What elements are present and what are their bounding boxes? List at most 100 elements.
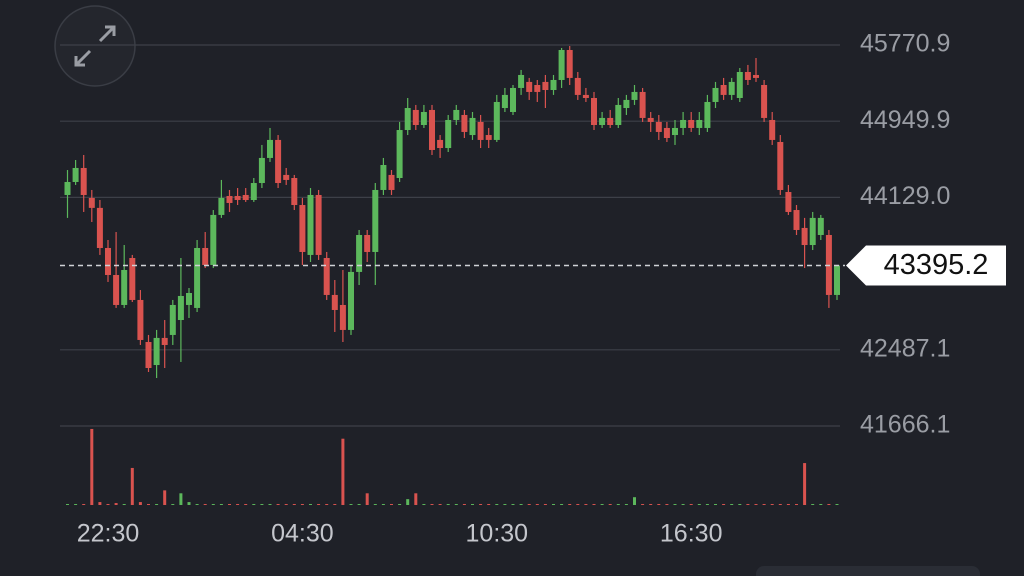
candle-body [493,101,500,140]
candle-body [558,50,565,80]
candle-body [817,217,824,235]
volume-bar [390,504,393,505]
candle-body [307,194,314,255]
y-tick-label: 42487.1 [860,334,950,362]
candle-body [348,271,354,330]
volume-bar [762,504,766,505]
candle-body [250,183,257,200]
volume-bar [106,504,110,505]
candle-body [663,127,670,138]
candle-body [323,258,330,295]
candle-body [599,117,606,125]
candle-body [429,109,435,150]
candle-body [688,119,695,128]
volume-bar [211,504,215,505]
volume-bar [560,504,564,505]
candle-body [542,81,549,91]
candle-body [420,112,427,125]
volume-bar [268,504,272,505]
volume-bar [422,504,426,505]
volume-bar [430,504,434,505]
candle-body [96,207,103,248]
volume-bar [163,490,167,505]
candle-body [461,114,468,132]
volume-bar [479,504,483,505]
candle-body [809,217,816,246]
volume-bar [130,467,134,505]
volume-bar [795,504,798,505]
volume-bar [203,504,207,505]
expand-button[interactable] [54,5,136,87]
volume-bar [681,504,685,505]
candle-body [728,81,735,95]
candle-body [526,81,533,92]
x-tick-label: 16:30 [660,520,723,548]
candle-body [291,177,298,206]
volume-bar [754,504,758,505]
volume-bar [511,504,515,505]
volume-bar [260,504,264,505]
candle-body [485,135,492,140]
candle-body [680,119,687,128]
candle-body [793,210,800,230]
candle-body [744,72,751,80]
volume-bar [714,504,717,505]
expand-icon[interactable] [74,25,116,67]
y-tick-label: 41666.1 [860,411,950,439]
candle-body [647,117,654,122]
volume-bar [600,504,604,505]
expand-button-circle[interactable] [54,5,136,87]
volume-bar [138,502,142,505]
volume-bar [236,504,240,505]
volume-bar [535,504,539,505]
candle-body [177,295,184,321]
candle-body [169,304,176,335]
candle-body [445,119,452,149]
candle-body [469,117,476,136]
candle-body [753,74,759,78]
volume-bar [122,504,126,505]
volume-bar [357,504,361,505]
candle-body [202,247,209,265]
volume-bar [689,504,693,505]
volume-bar [171,504,175,505]
candle-body [437,139,444,149]
candle-body [137,299,144,340]
volume-bar [592,504,596,505]
candle-body [477,121,484,140]
y-tick-label: 44949.9 [860,106,950,134]
candle-body [777,141,784,190]
candle-body [639,91,646,118]
candle-body [105,247,111,275]
volume-bar [673,504,677,505]
candle-body [615,104,622,125]
candle-body [834,265,840,295]
volume-bar [503,504,507,505]
candle-body [234,196,241,200]
volume-bar [219,504,223,505]
x-tick-label: 22:30 [77,520,140,548]
candle-body [218,197,225,215]
candle-body [518,74,525,88]
candle-body [388,174,395,190]
candle-body [113,274,120,305]
volume-bar [438,504,442,505]
candle-body [672,127,678,136]
volume-bar [292,504,296,505]
volume-bar [738,504,742,505]
volume-bar [195,504,199,505]
volume-bar [82,504,86,505]
candle-body [396,130,403,178]
volume-bar [414,493,418,505]
y-tick-label: 45770.9 [860,30,950,58]
volume-bar [633,497,636,505]
candle-body [453,109,460,120]
candle-body [574,77,581,95]
candle-body [801,227,808,246]
candle-body [121,269,128,305]
volume-bar [398,504,402,505]
volume-bar [98,502,102,505]
volume-bar [778,504,782,505]
volume-bar [244,504,248,505]
volume-bar [114,503,118,505]
